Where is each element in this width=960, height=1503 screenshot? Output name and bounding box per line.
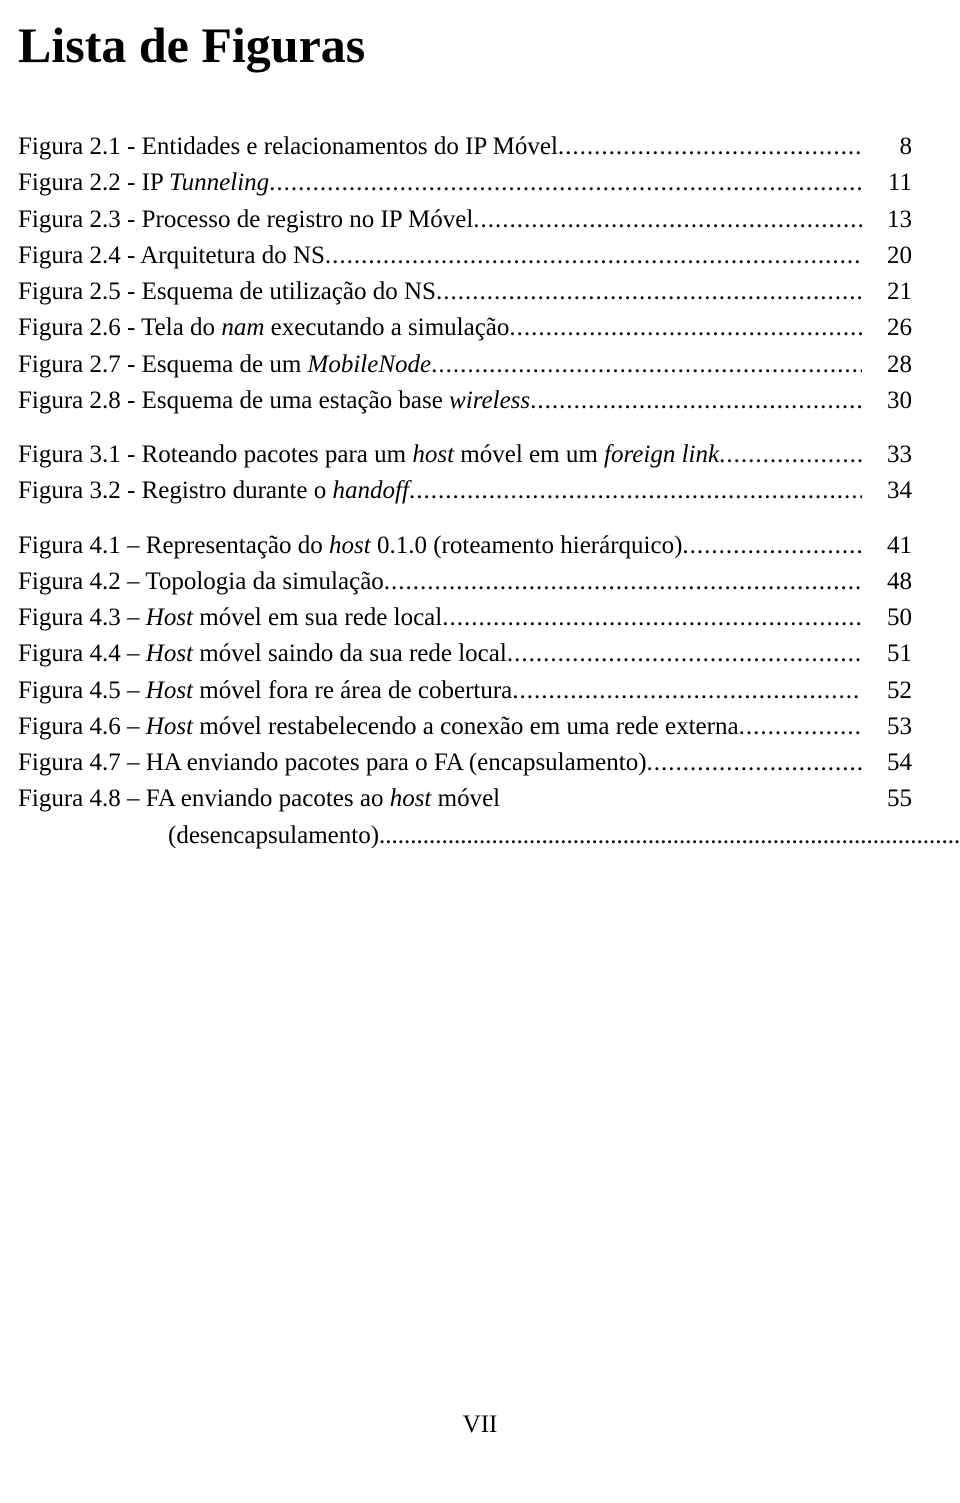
figure-page-number: 26 (862, 310, 912, 346)
figure-page-number: 48 (862, 564, 912, 600)
figure-page-number: 53 (862, 709, 912, 745)
figure-label-continuation: (desencapsulamento) (168, 818, 379, 854)
dot-leader: ........................................… (530, 383, 862, 419)
dot-leader: ........................................… (509, 310, 862, 346)
dot-leader: ........................................… (719, 437, 862, 473)
dot-leader: ........................................… (379, 818, 960, 854)
page-number-footer: VII (0, 1411, 960, 1439)
dot-leader: ........................................… (431, 347, 862, 383)
figure-page-number: 34 (862, 473, 912, 509)
figure-label: Figura 4.1 – Representação do host 0.1.0… (18, 528, 682, 564)
figure-page-number: 51 (862, 636, 912, 672)
figure-page-number: 33 (862, 437, 912, 473)
dot-leader: ........................................… (269, 165, 862, 201)
dot-leader: ........................................… (325, 238, 862, 274)
figure-page-number: 28 (862, 347, 912, 383)
figure-label: Figura 4.8 – FA enviando pacotes ao host… (18, 781, 500, 817)
figure-label: Figura 2.3 - Processo de registro no IP … (18, 202, 473, 238)
figure-page-number: 52 (862, 673, 912, 709)
dot-leader: ........................................… (409, 473, 862, 509)
figure-page-number: 20 (862, 238, 912, 274)
figure-entry: Figura 2.2 - IP Tunneling...............… (18, 165, 912, 201)
figure-entry: Figura 4.5 – Host móvel fora re área de … (18, 673, 912, 709)
figure-entry: Figura 2.7 - Esquema de um MobileNode...… (18, 347, 912, 383)
figure-label: Figura 3.1 - Roteando pacotes para um ho… (18, 437, 719, 473)
figure-entry: Figura 2.1 - Entidades e relacionamentos… (18, 129, 912, 165)
dot-leader: ........................................… (473, 202, 862, 238)
figure-label: Figura 4.7 – HA enviando pacotes para o … (18, 745, 647, 781)
figure-page-number: 30 (862, 383, 912, 419)
figure-page-number: 54 (862, 745, 912, 781)
dot-leader: ........................................… (384, 564, 862, 600)
figure-label: Figura 4.6 – Host móvel restabelecendo a… (18, 709, 739, 745)
dot-leader: ........................................… (682, 528, 862, 564)
figure-entry: Figura 2.4 - Arquitetura do NS..........… (18, 238, 912, 274)
figure-entry: Figura 4.1 – Representação do host 0.1.0… (18, 528, 912, 564)
dot-leader: ........................................… (739, 709, 862, 745)
figure-entry: Figura 2.8 - Esquema de uma estação base… (18, 383, 912, 419)
figure-entry: Figura 4.7 – HA enviando pacotes para o … (18, 745, 912, 781)
dot-leader: ........................................… (507, 636, 862, 672)
figure-label: Figura 2.1 - Entidades e relacionamentos… (18, 129, 558, 165)
figure-entry: Figura 4.3 – Host móvel em sua rede loca… (18, 600, 912, 636)
figure-entry: Figura 4.8 – FA enviando pacotes ao host… (18, 781, 912, 817)
group-gap (18, 419, 912, 437)
figure-label: Figura 2.8 - Esquema de uma estação base… (18, 383, 530, 419)
figure-entry: Figura 4.6 – Host móvel restabelecendo a… (18, 709, 912, 745)
figure-page-number: 55 (862, 781, 912, 817)
figure-entry: Figura 2.6 - Tela do nam executando a si… (18, 310, 912, 346)
figure-label: Figura 2.5 - Esquema de utilização do NS (18, 274, 436, 310)
figure-entry-continuation: (desencapsulamento).....................… (168, 818, 912, 854)
figure-label: Figura 4.3 – Host móvel em sua rede loca… (18, 600, 442, 636)
figure-label: Figura 4.5 – Host móvel fora re área de … (18, 673, 512, 709)
document-page: Lista de Figuras Figura 2.1 - Entidades … (0, 0, 960, 1503)
figure-label: Figura 2.2 - IP Tunneling (18, 165, 269, 201)
figure-page-number: 13 (862, 202, 912, 238)
figure-entry: Figura 4.2 – Topologia da simulação.....… (18, 564, 912, 600)
figure-entry: Figura 2.3 - Processo de registro no IP … (18, 202, 912, 238)
dot-leader: ........................................… (558, 129, 862, 165)
figure-page-number: 21 (862, 274, 912, 310)
figure-entry: Figura 2.5 - Esquema de utilização do NS… (18, 274, 912, 310)
list-of-figures: Figura 2.1 - Entidades e relacionamentos… (18, 129, 912, 854)
figure-entry: Figura 3.1 - Roteando pacotes para um ho… (18, 437, 912, 473)
dot-leader: ........................................… (436, 274, 862, 310)
figure-page-number: 8 (862, 129, 912, 165)
dot-leader: ........................................… (512, 673, 862, 709)
figure-page-number: 41 (862, 528, 912, 564)
figure-entry: Figura 4.4 – Host móvel saindo da sua re… (18, 636, 912, 672)
figure-page-number: 50 (862, 600, 912, 636)
figure-label: Figura 4.2 – Topologia da simulação (18, 564, 384, 600)
group-gap (18, 510, 912, 528)
dot-leader: ........................................… (442, 600, 862, 636)
figure-page-number: 11 (862, 165, 912, 201)
dot-leader: ........................................… (647, 745, 862, 781)
figure-label: Figura 2.6 - Tela do nam executando a si… (18, 310, 509, 346)
page-title: Lista de Figuras (18, 18, 912, 73)
figure-label: Figura 2.7 - Esquema de um MobileNode (18, 347, 431, 383)
figure-label: Figura 3.2 - Registro durante o handoff (18, 473, 409, 509)
figure-label: Figura 4.4 – Host móvel saindo da sua re… (18, 636, 507, 672)
figure-label: Figura 2.4 - Arquitetura do NS (18, 238, 325, 274)
figure-entry: Figura 3.2 - Registro durante o handoff.… (18, 473, 912, 509)
